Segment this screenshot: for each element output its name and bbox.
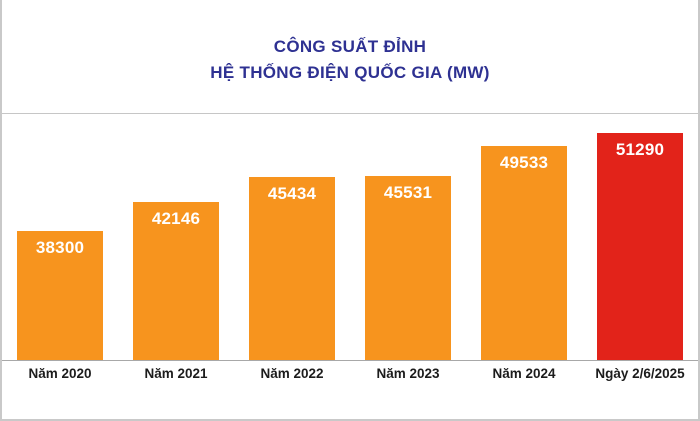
- x-axis-labels: Năm 2020 Năm 2021 Năm 2022 Năm 2023 Năm 2024…: [2, 366, 698, 381]
- bar-cell-0: 38300: [2, 113, 118, 360]
- bar-3: 45531: [365, 176, 451, 360]
- x-axis-tick-label-4: Năm 2024: [492, 366, 556, 381]
- x-axis-tick-label-0: Năm 2020: [28, 366, 92, 381]
- chart-title-line1: CÔNG SUẤT ĐỈNH: [273, 37, 427, 56]
- bar-cell-5: 51290: [582, 113, 698, 360]
- bar-cell-3: 45531: [350, 113, 466, 360]
- chart-title-line2: HỆ THỐNG ĐIỆN QUỐC GIA (MW): [210, 63, 490, 82]
- x-axis-tick-label-1: Năm 2021: [144, 366, 208, 381]
- bars-container: 38300 42146 45434 45531 49533 51290: [2, 113, 698, 360]
- x-axis-tick-label-5: Ngày 2/6/2025: [595, 366, 685, 381]
- chart-title: CÔNG SUẤT ĐỈNH HỆ THỐNG ĐIỆN QUỐC GIA (M…: [2, 34, 698, 86]
- x-axis-tick-label-3: Năm 2023: [376, 366, 440, 381]
- x-axis-tick-label-2: Năm 2022: [260, 366, 324, 381]
- bar-cell-2: 45434: [234, 113, 350, 360]
- bar-0: 38300: [17, 231, 103, 360]
- plot-top-gridline: [2, 113, 698, 114]
- bar-value-label-1: 42146: [151, 209, 201, 228]
- bar-value-label-3: 45531: [383, 183, 433, 202]
- bar-value-label-4: 49533: [499, 153, 549, 172]
- bar-4: 49533: [481, 146, 567, 360]
- bar-5: 51290: [597, 133, 683, 360]
- x-axis-line: [2, 360, 698, 361]
- bar-2: 45434: [249, 177, 335, 360]
- bar-value-label-5: 51290: [615, 140, 665, 159]
- bar-1: 42146: [133, 202, 219, 360]
- bar-value-label-0: 38300: [35, 238, 85, 257]
- bar-cell-4: 49533: [466, 113, 582, 360]
- bar-value-label-2: 45434: [267, 184, 317, 203]
- bar-cell-1: 42146: [118, 113, 234, 360]
